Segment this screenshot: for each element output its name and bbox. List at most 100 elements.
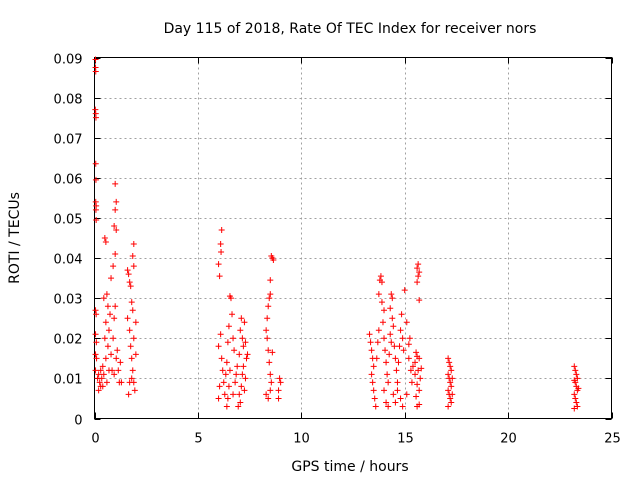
data-point [126,379,133,386]
data-point [386,351,393,358]
data-point [113,355,120,362]
data-point [113,198,120,205]
data-point [370,363,377,370]
data-point [215,343,222,350]
data-point [115,367,122,374]
data-point [101,235,108,241]
data-point [222,371,229,378]
data-point [413,393,420,400]
x-tick-label: 5 [194,432,202,447]
data-point [277,379,284,386]
data-point [241,387,248,394]
data-point [104,303,111,310]
data-point [240,363,247,370]
data-point [124,267,131,274]
data-point [128,355,135,362]
data-point [108,275,115,282]
data-point [110,263,117,270]
data-point [574,403,581,410]
y-tick-label: 0.05 [54,213,83,228]
data-point [129,367,136,374]
data-point [388,291,395,298]
data-point [373,355,380,362]
data-point [401,287,408,294]
data-point [127,283,134,290]
data-point [572,395,579,402]
data-point [389,315,396,322]
data-point [230,335,237,342]
data-point [407,367,414,374]
data-point [378,299,385,306]
data-point [95,387,102,394]
data-point [571,405,578,412]
data-point [93,216,100,223]
axis-ticks [94,57,613,420]
data-point [239,371,246,378]
data-point [236,391,243,398]
y-tick-label: 0.07 [54,133,83,148]
data-point [276,375,283,382]
data-point [573,371,580,378]
data-point [92,68,99,75]
data-point [394,387,401,394]
data-point [448,367,455,374]
data-point [403,391,410,398]
data-point [99,383,106,390]
y-tick-label: 0.04 [54,253,83,268]
data-point [92,331,99,338]
data-point [237,327,244,334]
data-point [229,311,236,318]
data-point [265,303,272,310]
data-point [415,273,422,280]
data-point [267,291,274,298]
data-point [413,349,420,356]
x-tick-label: 25 [604,432,621,447]
data-point [102,319,109,326]
y-tick-label: 0.06 [54,173,83,188]
data-point [382,347,389,354]
data-point [224,395,231,402]
data-point [415,261,422,268]
data-point [100,295,107,302]
data-point [399,335,406,342]
x-axis-label: GPS time / hours [291,459,408,475]
data-point [264,315,271,322]
data-point [389,295,396,302]
data-point [223,359,230,366]
y-tick-label: 0.08 [54,93,83,108]
x-tick-label: 15 [397,432,414,447]
data-point [105,327,112,334]
data-point [265,347,272,354]
data-point [571,363,578,370]
data-point [107,311,114,318]
data-point [267,387,274,394]
data-point [408,379,415,386]
data-point [226,367,233,374]
data-point [216,273,223,280]
data-point [394,379,401,386]
data-point [392,399,399,406]
data-point [416,387,423,394]
data-point [385,403,392,410]
data-point [111,315,118,322]
data-point [372,403,379,410]
data-point [575,385,582,392]
data-point [446,359,453,366]
y-tick-label: 0.01 [54,373,83,388]
data-point [110,335,117,342]
data-point [416,297,423,304]
data-point [92,307,99,314]
data-point [124,315,131,322]
data-point [397,395,404,402]
data-point [405,355,412,362]
data-point [130,241,137,248]
data-point [218,355,225,362]
data-point [225,383,232,390]
data-point [112,251,119,258]
data-point [111,371,118,378]
data-point [126,327,133,334]
data-point [395,359,402,366]
data-point [447,363,454,370]
data-point [223,403,230,410]
data-point [129,253,136,260]
